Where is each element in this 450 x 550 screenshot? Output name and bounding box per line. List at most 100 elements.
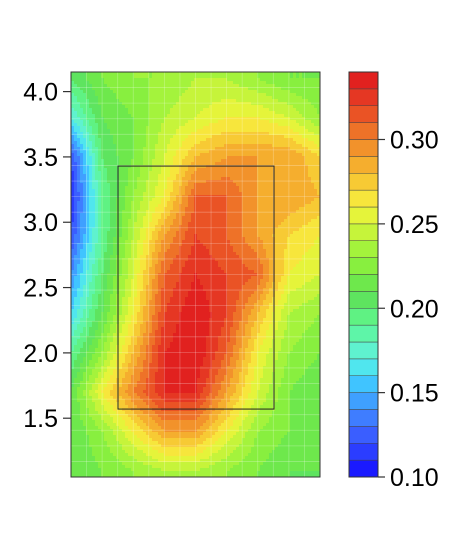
- heatmap-cell: [197, 246, 201, 250]
- heatmap-cell: [92, 138, 96, 142]
- heatmap-cell: [74, 87, 78, 91]
- heatmap-cell: [227, 207, 231, 211]
- heatmap-cell: [197, 96, 201, 100]
- heatmap-cell: [230, 135, 234, 139]
- heatmap-cell: [299, 141, 303, 145]
- heatmap-cell: [185, 90, 189, 94]
- heatmap-cell: [104, 234, 108, 238]
- heatmap-cell: [125, 204, 129, 208]
- heatmap-cell: [92, 249, 96, 253]
- heatmap-cell: [275, 231, 279, 235]
- heatmap-cell: [224, 183, 228, 187]
- heatmap-cell: [194, 96, 198, 100]
- heatmap-cell: [242, 243, 246, 247]
- heatmap-cell: [134, 240, 138, 244]
- heatmap-cell: [149, 243, 153, 247]
- heatmap-cell: [149, 123, 153, 127]
- heatmap-cell: [161, 207, 165, 211]
- heatmap-cell: [272, 75, 276, 79]
- heatmap-cell: [308, 201, 312, 205]
- heatmap-cell: [257, 231, 261, 235]
- heatmap-cell: [203, 171, 207, 175]
- heatmap-cell: [191, 186, 195, 190]
- heatmap-cell: [209, 201, 213, 205]
- heatmap-cell: [116, 135, 120, 139]
- heatmap-cell: [155, 237, 159, 241]
- heatmap-cell: [206, 231, 210, 235]
- heatmap-cell: [164, 237, 168, 241]
- heatmap-cell: [284, 198, 288, 202]
- heatmap-cell: [221, 186, 225, 190]
- heatmap-cell: [101, 252, 105, 256]
- heatmap-cell: [296, 198, 300, 202]
- heatmap-cell: [305, 99, 309, 103]
- heatmap-cell: [245, 120, 249, 124]
- heatmap-cell: [203, 141, 207, 145]
- heatmap-cell: [287, 228, 291, 232]
- heatmap-cell: [281, 201, 285, 205]
- heatmap-cell: [86, 222, 90, 226]
- heatmap-cell: [275, 159, 279, 163]
- heatmap-cell: [257, 150, 261, 154]
- heatmap-cell: [266, 75, 270, 79]
- heatmap-cell: [287, 96, 291, 100]
- heatmap-cell: [143, 198, 147, 202]
- heatmap-cell: [98, 240, 102, 244]
- heatmap-cell: [134, 207, 138, 211]
- heatmap-cell: [152, 81, 156, 85]
- heatmap-cell: [236, 153, 240, 157]
- heatmap-cell: [224, 150, 228, 154]
- heatmap-cell: [284, 225, 288, 229]
- heatmap-cell: [128, 150, 132, 154]
- heatmap-cell: [86, 177, 90, 181]
- heatmap-cell: [164, 156, 168, 160]
- heatmap-cell: [74, 216, 78, 220]
- heatmap-cell: [161, 99, 165, 103]
- heatmap-cell: [215, 90, 219, 94]
- heatmap-cell: [152, 126, 156, 130]
- heatmap-cell: [188, 243, 192, 247]
- heatmap-cell: [203, 87, 207, 91]
- heatmap-cell: [101, 123, 105, 127]
- heatmap-cell: [191, 183, 195, 187]
- heatmap-cell: [200, 246, 204, 250]
- heatmap-cell: [188, 117, 192, 121]
- heatmap-cell: [293, 243, 297, 247]
- heatmap-cell: [149, 237, 153, 241]
- heatmap-cell: [164, 246, 168, 250]
- heatmap-cell: [116, 159, 120, 163]
- heatmap-cell: [311, 99, 315, 103]
- heatmap-cell: [236, 195, 240, 199]
- heatmap-cell: [131, 81, 135, 85]
- heatmap-cell: [260, 192, 264, 196]
- heatmap-cell: [290, 249, 294, 253]
- heatmap-cell: [98, 228, 102, 232]
- heatmap-cell: [182, 123, 186, 127]
- heatmap-cell: [227, 249, 231, 253]
- heatmap-cell: [317, 153, 320, 157]
- heatmap-cell: [173, 246, 177, 250]
- heatmap-cell: [89, 138, 93, 142]
- heatmap-cell: [83, 228, 87, 232]
- heatmap-cell: [143, 186, 147, 190]
- heatmap-cell: [131, 189, 135, 193]
- heatmap-cell: [122, 186, 126, 190]
- heatmap-cell: [101, 210, 105, 214]
- heatmap-cell: [278, 171, 282, 175]
- heatmap-cell: [182, 189, 186, 193]
- heatmap-cell: [281, 81, 285, 85]
- heatmap-cell: [107, 210, 111, 214]
- heatmap-cell: [233, 219, 237, 223]
- heatmap-cell: [194, 177, 198, 181]
- heatmap-cell: [305, 72, 309, 76]
- heatmap-cell: [98, 210, 102, 214]
- heatmap-cell: [218, 78, 222, 82]
- heatmap-cell: [245, 201, 249, 205]
- heatmap-cell: [245, 228, 249, 232]
- heatmap-cell: [254, 93, 258, 97]
- heatmap-cell: [281, 234, 285, 238]
- heatmap-cell: [203, 192, 207, 196]
- heatmap-cell: [101, 156, 105, 160]
- heatmap-cell: [113, 90, 117, 94]
- heatmap-cell: [95, 165, 99, 169]
